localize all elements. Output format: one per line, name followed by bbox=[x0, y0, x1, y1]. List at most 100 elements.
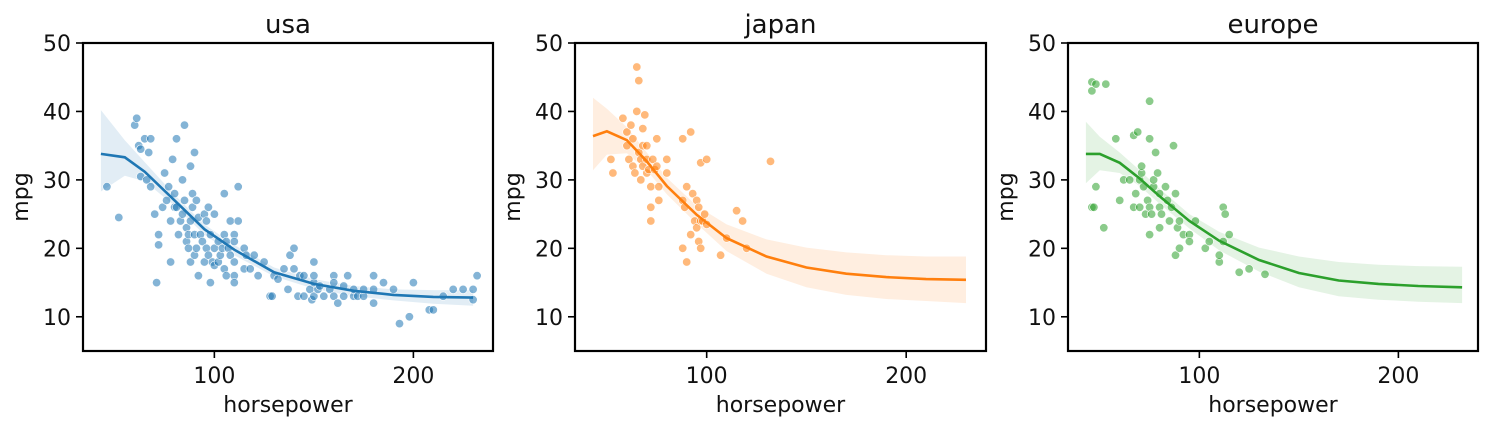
x-axis-label: horsepower bbox=[1208, 393, 1338, 418]
data-point bbox=[646, 202, 656, 212]
y-tick-label: 10 bbox=[1028, 306, 1056, 331]
data-point bbox=[1145, 96, 1155, 106]
data-point bbox=[638, 124, 648, 134]
data-point bbox=[468, 284, 478, 294]
data-point bbox=[1147, 209, 1157, 219]
data-point bbox=[408, 278, 418, 288]
data-point bbox=[253, 271, 263, 281]
panel-title: usa bbox=[265, 10, 311, 40]
data-point bbox=[162, 195, 172, 205]
axes-frame bbox=[573, 41, 988, 353]
data-point bbox=[273, 274, 283, 284]
data-point bbox=[458, 284, 468, 294]
y-tick-label: 10 bbox=[535, 306, 563, 331]
data-point bbox=[688, 189, 698, 199]
data-point bbox=[205, 278, 215, 288]
data-point bbox=[343, 271, 353, 281]
data-point bbox=[283, 284, 293, 294]
data-point bbox=[203, 202, 213, 212]
data-point bbox=[648, 154, 658, 164]
data-point bbox=[1171, 250, 1181, 260]
data-point bbox=[188, 202, 198, 212]
axes-frame bbox=[81, 41, 495, 353]
data-point bbox=[394, 319, 404, 329]
data-point bbox=[132, 113, 142, 123]
data-point bbox=[1184, 237, 1194, 247]
data-point bbox=[289, 243, 299, 253]
regression-line bbox=[1085, 152, 1463, 289]
data-point bbox=[144, 148, 154, 158]
panel-title: europe bbox=[1228, 10, 1319, 40]
data-point bbox=[152, 278, 162, 288]
data-point bbox=[279, 264, 289, 274]
data-point bbox=[1169, 141, 1179, 151]
data-point bbox=[682, 182, 692, 192]
data-point bbox=[700, 209, 710, 219]
data-point bbox=[166, 216, 176, 226]
data-point bbox=[1224, 230, 1234, 240]
data-point bbox=[209, 209, 219, 219]
data-point bbox=[448, 284, 458, 294]
y-axis-label: mpg bbox=[501, 172, 526, 221]
regression-line bbox=[100, 152, 474, 299]
data-point bbox=[203, 250, 213, 260]
data-point bbox=[186, 257, 196, 267]
data-point bbox=[299, 271, 309, 281]
x-tick-label: 100 bbox=[686, 364, 728, 389]
data-point bbox=[626, 120, 636, 130]
data-point bbox=[1244, 264, 1254, 274]
data-point bbox=[646, 216, 656, 226]
data-point bbox=[1155, 223, 1165, 233]
data-point bbox=[404, 312, 414, 322]
x-tick-label: 200 bbox=[392, 364, 434, 389]
data-point bbox=[1091, 79, 1101, 89]
data-point bbox=[221, 271, 231, 281]
data-point bbox=[154, 230, 164, 240]
data-point bbox=[229, 257, 239, 267]
data-point bbox=[1135, 202, 1145, 212]
data-point bbox=[309, 271, 319, 281]
data-point bbox=[628, 134, 638, 144]
data-point bbox=[193, 271, 203, 281]
data-point bbox=[1089, 202, 1099, 212]
data-point bbox=[1145, 134, 1155, 144]
x-axis-label: horsepower bbox=[223, 393, 353, 418]
data-point bbox=[652, 134, 662, 144]
data-point bbox=[191, 243, 201, 253]
data-point bbox=[1153, 168, 1163, 178]
panel-title: japan bbox=[743, 10, 816, 40]
data-point bbox=[114, 213, 124, 223]
data-point bbox=[378, 278, 388, 288]
data-point bbox=[154, 240, 164, 250]
axes-frame bbox=[1066, 41, 1480, 353]
data-point bbox=[1115, 195, 1125, 205]
data-point bbox=[618, 113, 628, 123]
data-point bbox=[632, 62, 642, 72]
x-axis-label: horsepower bbox=[716, 393, 846, 418]
data-point bbox=[289, 264, 299, 274]
data-point bbox=[180, 120, 190, 130]
data-point bbox=[1165, 216, 1175, 226]
data-point bbox=[219, 189, 229, 199]
data-point bbox=[184, 243, 194, 253]
y-tick-label: 20 bbox=[43, 237, 71, 262]
data-point bbox=[634, 76, 644, 86]
data-point bbox=[333, 298, 343, 308]
data-point bbox=[1087, 86, 1097, 96]
data-point bbox=[299, 291, 309, 301]
data-point bbox=[1204, 237, 1214, 247]
data-point bbox=[225, 250, 235, 260]
y-tick-label: 20 bbox=[535, 237, 563, 262]
data-point bbox=[662, 154, 672, 164]
data-point bbox=[640, 110, 650, 120]
panel-japan: 10 20 30 40 50 100 200 japan horsepower mpg bbox=[501, 10, 988, 418]
data-point bbox=[146, 182, 156, 192]
data-point bbox=[652, 161, 662, 171]
data-point bbox=[136, 144, 146, 154]
x-tick-label: 200 bbox=[885, 364, 927, 389]
data-point bbox=[285, 250, 295, 260]
data-point bbox=[606, 154, 616, 164]
data-point bbox=[636, 175, 646, 185]
confidence-band bbox=[593, 97, 966, 304]
